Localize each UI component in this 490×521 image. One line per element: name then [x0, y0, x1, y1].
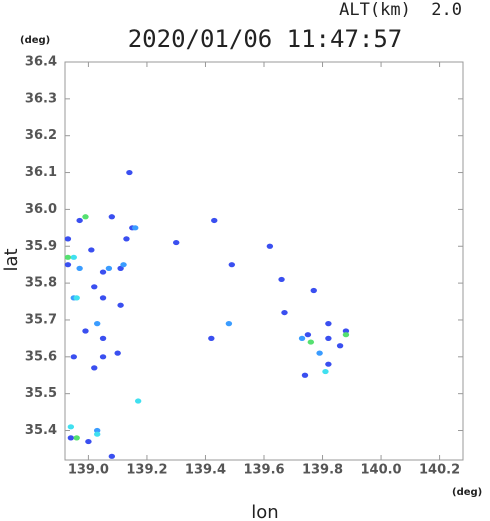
echo-point — [70, 354, 77, 360]
echo-point — [132, 225, 139, 231]
echo-point — [76, 265, 83, 271]
x-unit: (deg) — [452, 487, 482, 498]
y-axis-label: lat — [1, 248, 22, 271]
y-tick-label: 36.2 — [25, 128, 57, 143]
echo-point — [342, 328, 350, 334]
echo-point — [108, 214, 116, 220]
x-tick-label: 139.4 — [185, 463, 226, 478]
echo-point — [225, 321, 233, 327]
y-tick-label: 36.4 — [25, 55, 57, 70]
y-tick-label: 35.5 — [25, 386, 57, 401]
echo-point — [93, 431, 101, 437]
echo-point — [173, 239, 180, 246]
echo-point — [123, 236, 130, 242]
echo-point — [336, 343, 344, 349]
echo-point — [82, 328, 89, 334]
y-tick-label: 35.6 — [25, 349, 57, 364]
echo-point — [301, 372, 309, 378]
x-tick-label: 140.0 — [360, 463, 401, 478]
echo-point — [228, 262, 236, 268]
echo-point — [316, 350, 323, 356]
echo-point — [99, 354, 107, 360]
echo-point — [73, 295, 80, 301]
x-tick-label: 140.2 — [419, 463, 460, 478]
x-tick-label: 139.6 — [243, 463, 284, 478]
echo-point — [88, 247, 95, 253]
echo-point — [114, 350, 121, 356]
y-tick-label: 35.4 — [25, 423, 57, 438]
echo-point — [208, 335, 215, 341]
y-unit: (deg) — [20, 35, 50, 46]
altitude-label: ALT(km) 2.0 — [339, 0, 462, 20]
echo-point — [322, 368, 329, 375]
y-tick-label: 35.9 — [25, 239, 57, 254]
echo-point — [325, 335, 332, 341]
echo-point — [67, 424, 75, 430]
y-tick-label: 36.1 — [25, 165, 57, 180]
x-tick-label: 139.2 — [126, 463, 167, 478]
echo-point — [278, 276, 285, 283]
echo-point — [82, 214, 89, 220]
x-tick-label: 139.8 — [302, 463, 343, 478]
chart-title: 2020/01/06 11:47:57 — [128, 25, 403, 53]
echo-point — [85, 438, 92, 445]
echo-point — [67, 435, 75, 441]
echo-point — [105, 265, 113, 271]
echo-point — [99, 335, 107, 341]
echo-point — [304, 332, 312, 338]
echo-point — [99, 269, 107, 275]
echo-point — [93, 427, 101, 434]
echo-point — [307, 339, 315, 345]
y-tick-label: 36.3 — [25, 91, 57, 106]
echo-point — [64, 254, 72, 260]
echo-point — [134, 398, 142, 404]
echo-point — [70, 254, 77, 260]
echo-point — [325, 361, 332, 367]
echo-point — [117, 265, 124, 271]
echo-point — [73, 435, 80, 441]
y-tick-label: 36.0 — [25, 202, 57, 217]
echo-point — [126, 169, 133, 176]
echo-point — [117, 302, 124, 308]
echo-point — [298, 335, 306, 341]
x-axis-label: lon — [251, 502, 278, 521]
echo-point — [310, 287, 317, 294]
echo-point — [99, 295, 107, 301]
echo-point — [93, 321, 101, 327]
echo-point — [91, 284, 98, 290]
echo-point — [120, 262, 127, 268]
y-tick-label: 35.7 — [25, 312, 57, 327]
echo-point — [325, 321, 332, 327]
echo-point — [76, 217, 83, 224]
echo-point — [211, 217, 218, 224]
echo-point — [108, 453, 116, 459]
plot-frame — [64, 61, 464, 461]
y-tick-label: 35.8 — [25, 276, 57, 291]
echo-point — [64, 236, 72, 242]
x-tick-label: 139.0 — [68, 463, 109, 478]
echo-point — [281, 309, 288, 316]
echo-point — [266, 243, 274, 249]
echo-point — [91, 365, 98, 371]
echo-point — [64, 262, 72, 268]
echo-point — [342, 332, 350, 338]
